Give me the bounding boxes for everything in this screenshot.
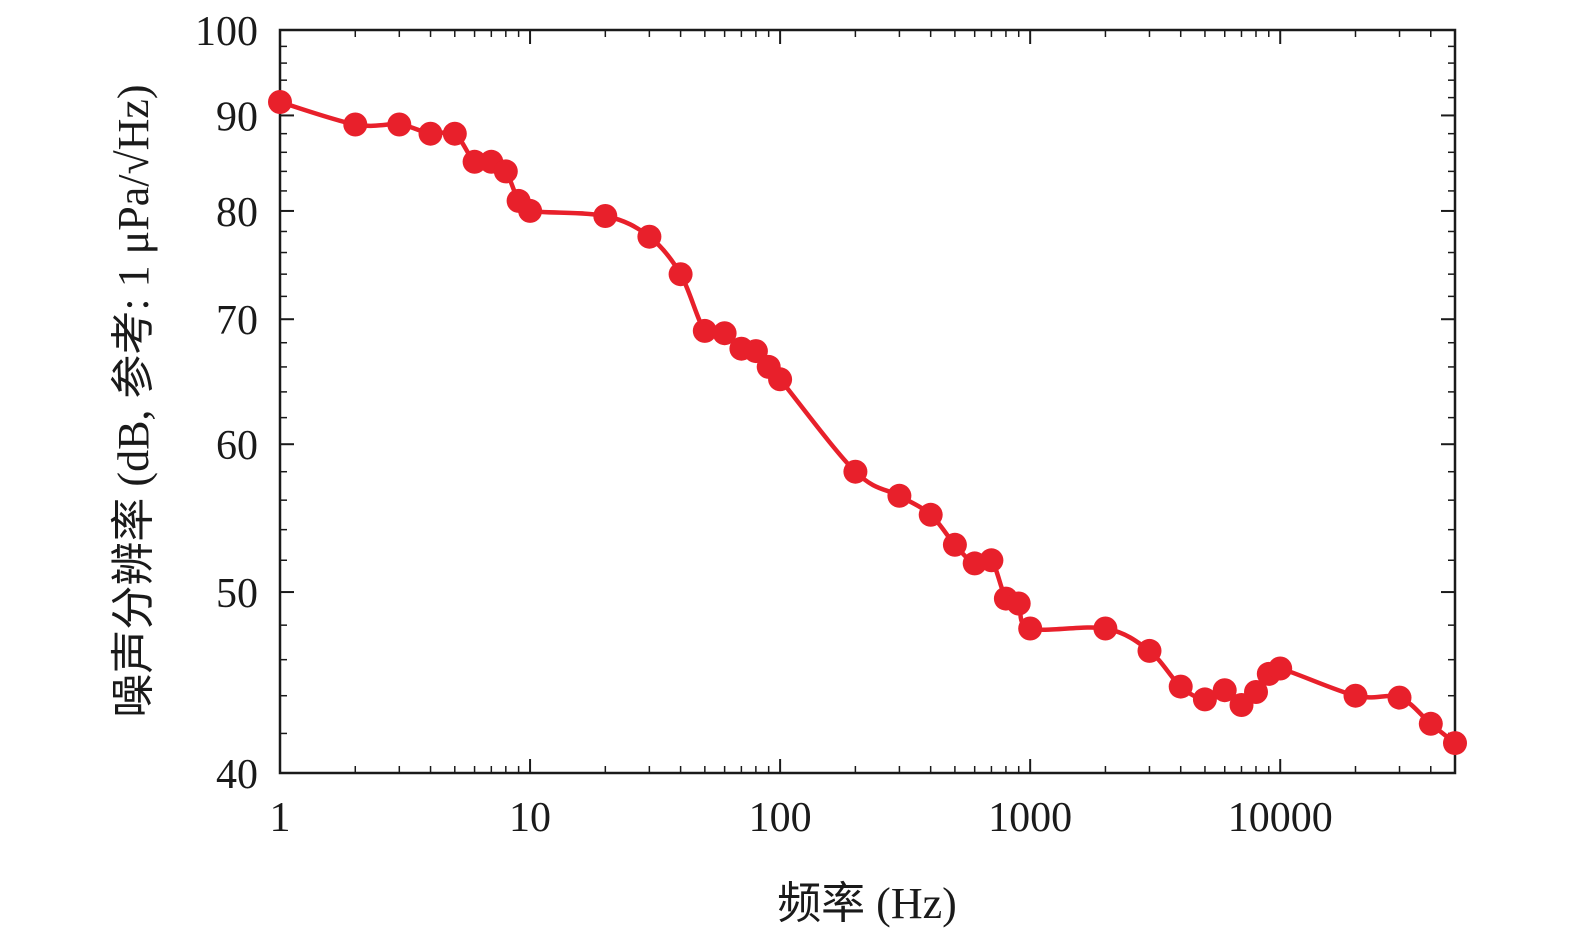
axis-tick-labels: 1 10 100 1000 10000 40 50 60 70 80 90 100	[195, 9, 1333, 841]
data-point	[1192, 687, 1217, 712]
data-point	[1268, 656, 1293, 681]
plot-frame	[278, 28, 1457, 775]
data-point	[1418, 711, 1443, 736]
data-point	[1093, 616, 1118, 641]
series-line	[277, 99, 1458, 746]
data-point	[1343, 683, 1368, 708]
x-axis-title: 频率 (Hz)	[777, 879, 957, 928]
data-point	[843, 459, 868, 484]
data-point	[942, 532, 967, 557]
data-point	[768, 367, 793, 392]
data-point	[1212, 678, 1237, 703]
data-point	[518, 198, 543, 223]
data-point	[712, 321, 737, 346]
x-tick-label: 1000	[988, 795, 1072, 841]
data-point	[343, 112, 368, 137]
data-point	[418, 121, 443, 146]
data-point	[462, 149, 487, 174]
data-point	[918, 502, 943, 527]
data-point	[1168, 674, 1193, 699]
data-point	[268, 90, 292, 114]
y-tick-label: 40	[216, 752, 258, 798]
y-axis-title: 噪声分辨率 (dB, 参考: 1 μPa/√Hz)	[109, 84, 158, 717]
x-tick-label: 100	[749, 795, 812, 841]
y-tick-label: 80	[216, 190, 258, 236]
series-markers	[268, 90, 1467, 756]
data-point	[493, 159, 518, 184]
data-point	[1018, 616, 1043, 641]
data-point	[593, 204, 618, 228]
data-point	[1443, 731, 1467, 756]
data-point	[387, 112, 412, 137]
y-tick-label: 100	[195, 9, 258, 55]
data-point	[442, 121, 467, 146]
x-tick-label: 1	[270, 795, 291, 841]
x-tick-label: 10000	[1228, 795, 1333, 841]
data-point	[887, 483, 912, 508]
data-point	[692, 318, 717, 343]
data-point	[1006, 591, 1031, 616]
data-point	[668, 262, 693, 287]
data-point	[1137, 638, 1162, 663]
data-point	[1387, 685, 1412, 710]
data-point	[637, 224, 662, 249]
data-point	[1244, 680, 1268, 704]
y-tick-label: 90	[216, 94, 258, 140]
y-tick-label: 50	[216, 571, 258, 617]
y-tick-label: 70	[216, 298, 258, 344]
data-point	[979, 548, 1004, 573]
x-tick-label: 10	[509, 795, 551, 841]
y-tick-label: 60	[216, 423, 258, 469]
